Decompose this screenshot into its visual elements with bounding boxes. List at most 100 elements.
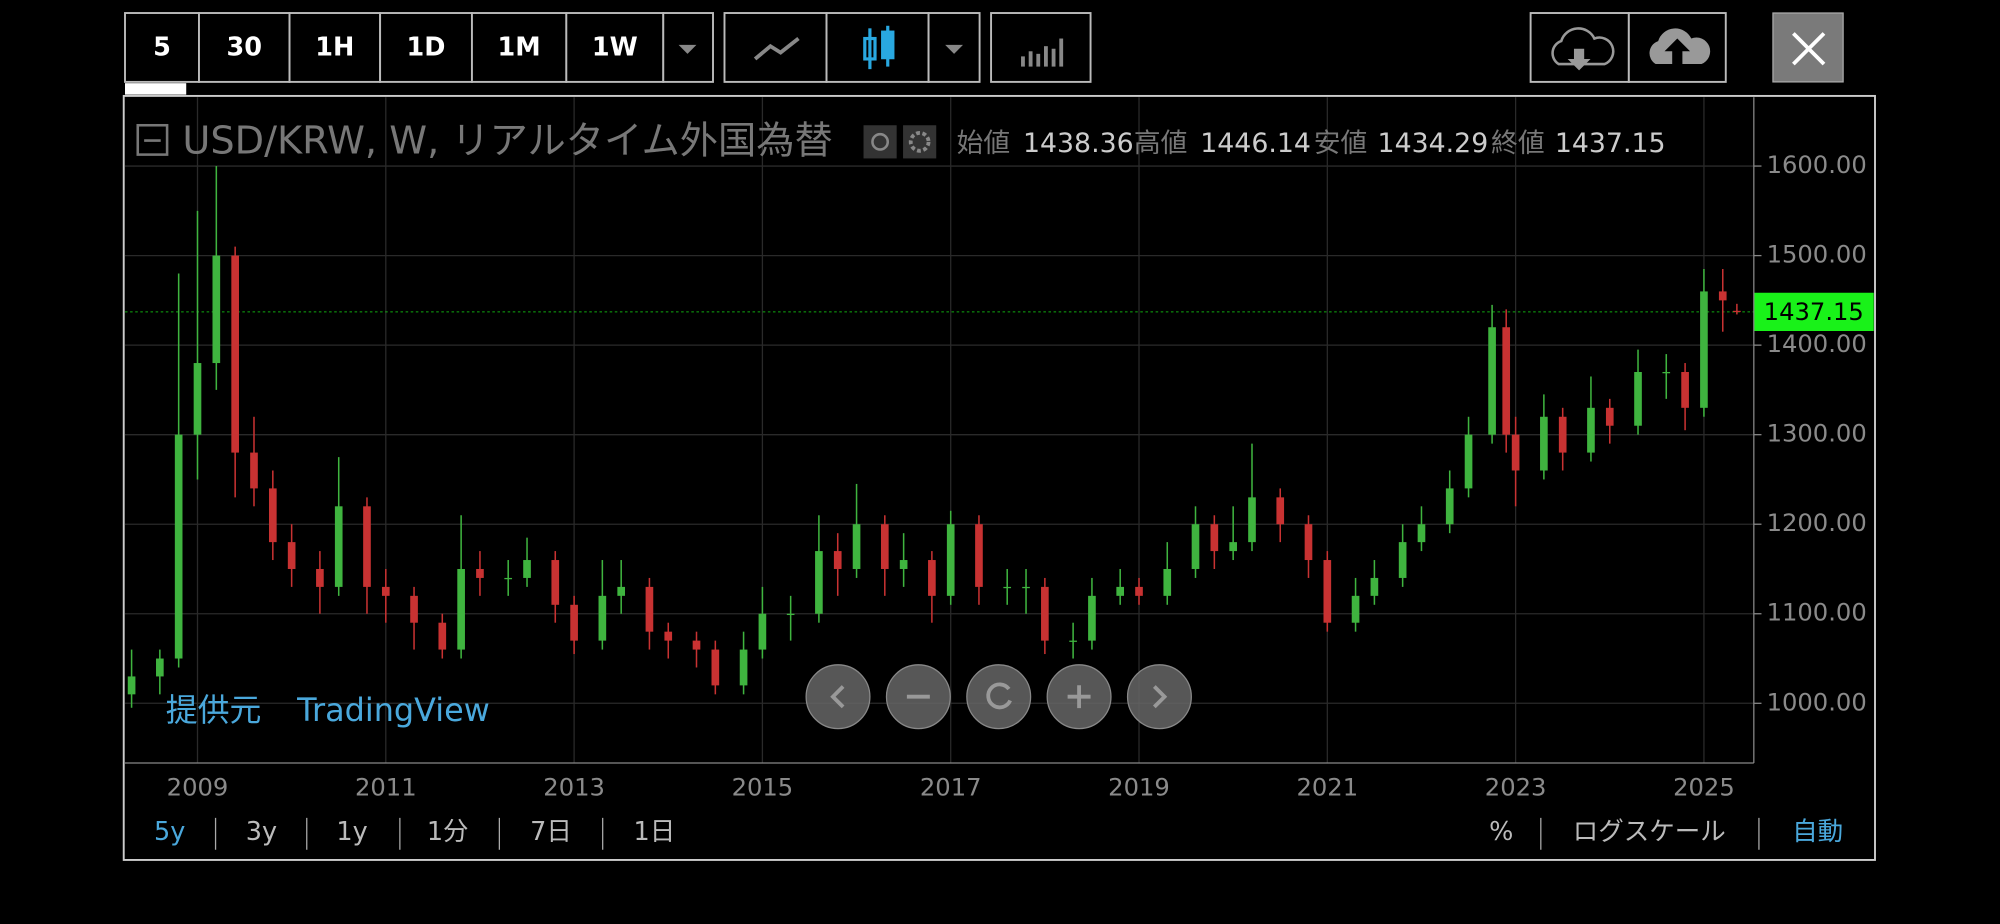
candle-body — [1022, 586, 1030, 589]
candle-icon — [863, 25, 895, 70]
ohlc-value: 1438.36 — [1023, 128, 1134, 159]
candle-body — [739, 649, 748, 686]
candle-body — [551, 560, 560, 605]
candle-body — [815, 551, 823, 614]
interval-button[interactable] — [565, 12, 665, 83]
candle-body — [1191, 524, 1200, 569]
candle-body — [212, 255, 221, 364]
candle-body — [1700, 291, 1708, 408]
interval-label: 1M — [498, 33, 541, 63]
interval-button[interactable] — [124, 12, 200, 83]
chart-frame — [122, 94, 1876, 861]
candle-body — [645, 586, 654, 632]
candle-body — [1135, 586, 1143, 596]
cloud-download-icon — [1551, 27, 1615, 66]
y-tick-label: 1400.00 — [1767, 330, 1867, 358]
candle-body — [457, 568, 465, 650]
interval-button[interactable] — [470, 12, 568, 83]
candle-body — [946, 524, 955, 596]
candle-style-button[interactable] — [825, 12, 930, 83]
option-button[interactable]: ログスケール — [1573, 817, 1726, 847]
candle-body — [880, 524, 889, 569]
candle-body — [476, 568, 484, 578]
interval-label: 1D — [407, 33, 446, 63]
candle-body — [1417, 524, 1426, 543]
range-button[interactable]: 7日 — [530, 817, 572, 847]
y-tick-label: 1500.00 — [1767, 241, 1867, 269]
interval-label: 1W — [592, 33, 638, 63]
candle-body — [231, 255, 239, 453]
candle-body — [1003, 586, 1012, 589]
watermark-brand: TradingView — [296, 691, 490, 729]
range-button[interactable]: 1日 — [633, 817, 675, 847]
candle-body — [1718, 291, 1727, 301]
y-tick-label: 1000.00 — [1767, 688, 1867, 716]
range-button[interactable]: 1y — [336, 817, 367, 847]
scroll-left[interactable] — [805, 664, 871, 730]
plot: 1000.00 1100.00 1200.00 1300.00 1400.00 1500.… — [125, 97, 1874, 802]
candle-body — [1276, 497, 1285, 525]
candle-body — [1323, 560, 1332, 623]
interval-button[interactable] — [288, 12, 382, 83]
ohlc-label: 終値 — [1491, 128, 1545, 159]
download-button[interactable] — [1529, 12, 1630, 83]
candle-body — [174, 434, 183, 659]
candle-body — [833, 551, 842, 569]
ohlc-label: 高値 — [1134, 128, 1188, 159]
candle-body — [193, 363, 202, 435]
settings-icon[interactable] — [903, 125, 937, 159]
interval-button[interactable] — [198, 12, 291, 83]
candle-body — [899, 560, 908, 569]
x-tick-label: 2017 — [920, 774, 982, 802]
ohlc-label: 始値 — [957, 128, 1011, 159]
candle-body — [1304, 524, 1313, 561]
ohlc-value: 1446.14 — [1200, 128, 1311, 159]
interval-button[interactable] — [379, 12, 473, 83]
candle-body — [1605, 407, 1614, 426]
y-tick-label: 1200.00 — [1767, 509, 1867, 537]
candle-body — [1733, 310, 1741, 313]
x-tick-label: 2011 — [355, 774, 417, 802]
candle-body — [250, 452, 258, 489]
candle-body — [1464, 434, 1473, 489]
candle-body — [1540, 416, 1548, 471]
candle-body — [1662, 372, 1671, 374]
eye-icon[interactable] — [863, 125, 897, 159]
collapse-icon[interactable] — [136, 123, 169, 156]
candle-body — [523, 560, 531, 578]
range-button[interactable]: 5y — [154, 817, 185, 847]
candle-body — [1634, 372, 1642, 426]
candle-body — [570, 604, 578, 641]
candle-body — [334, 506, 343, 587]
range-button[interactable]: 3y — [246, 817, 277, 847]
option-button[interactable]: % — [1489, 817, 1513, 847]
close-icon — [1792, 32, 1826, 66]
scroll-right[interactable] — [1126, 664, 1192, 730]
reset[interactable] — [966, 664, 1032, 730]
candle-body — [1681, 372, 1689, 408]
option-button[interactable]: 自動 — [1792, 817, 1843, 847]
ohlc-value: 1434.29 — [1378, 128, 1489, 159]
candle-body — [127, 676, 136, 695]
x-tick-label: 2025 — [1673, 774, 1735, 802]
y-tick-label: 1300.00 — [1767, 420, 1867, 448]
candle-body — [1502, 327, 1511, 435]
down-arrow — [1567, 48, 1591, 71]
indicators-button[interactable] — [990, 12, 1092, 83]
candle-body — [1488, 327, 1496, 435]
candle-body — [1398, 542, 1407, 578]
watermark-provider: 提供元 — [166, 691, 262, 729]
candle-body — [598, 595, 607, 641]
candle-body — [363, 506, 371, 587]
range-button[interactable]: 1分 — [427, 817, 469, 847]
candle-body — [758, 613, 767, 650]
candle-body — [1511, 434, 1520, 471]
ohlc-label: 安値 — [1314, 128, 1368, 159]
dropdown-arrow — [678, 44, 697, 54]
last-price-box — [1753, 292, 1874, 332]
candle-body — [1041, 586, 1049, 641]
candle-body — [1445, 488, 1454, 525]
candle-body — [1587, 407, 1595, 453]
nav-icons — [830, 682, 1168, 710]
